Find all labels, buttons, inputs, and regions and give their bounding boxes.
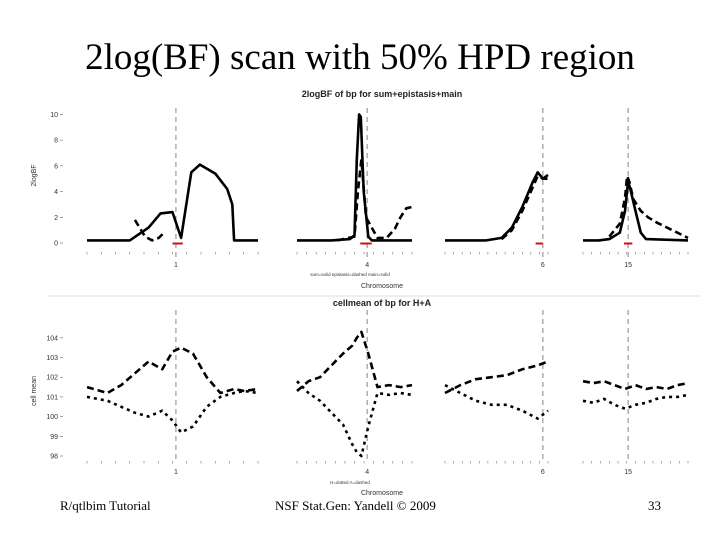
panel1-ytick-2: 4	[54, 189, 58, 196]
panel2-ytick-1: 99	[50, 434, 58, 441]
panel2-chr-label-1: 1	[174, 469, 178, 476]
panel2-series-dotted-chr3	[444, 383, 549, 420]
panel2-series-dotted-chr1	[86, 389, 259, 434]
footer-center: NSF Stat.Gen: Yandell © 2009	[275, 498, 436, 513]
panel1-series-solid-chr2	[297, 113, 412, 242]
panel1-xlabel: Chromosome	[361, 283, 403, 290]
panel1-ytick-1: 2	[54, 215, 58, 222]
panel1-ytick-3: 6	[54, 163, 58, 170]
panel1-series-solid-chr1	[87, 163, 258, 242]
panel2-series-dotted-chr2	[296, 380, 413, 458]
footer-page-number: 33	[648, 498, 661, 513]
panel2-series-dashed-chr4	[582, 379, 689, 391]
panel2-ylabel: cell mean	[31, 376, 38, 406]
panel2-chr-label-2: 4	[365, 469, 369, 476]
panel2-title: cellmean of bp for H+A	[333, 298, 432, 308]
panel1-legend-text: sum=solid epistasis=dashed main=solid	[310, 272, 390, 277]
panel1-chr-label-3: 6	[541, 262, 545, 269]
panel1-ytick-5: 10	[50, 112, 58, 119]
panel1-series-dashed-chr3	[500, 174, 548, 241]
panel1-series-dashed-chr1	[133, 219, 165, 242]
slide-title: 2log(BF) scan with 50% HPD region	[85, 37, 635, 78]
panel1-series-dashed-chr2	[337, 158, 413, 242]
panel2-series-dashed-chr1	[86, 346, 259, 395]
panel1-title: 2logBF of bp for sum+epistasis+main	[302, 89, 463, 99]
panel2-legend-text: H=dotted A=dashed	[330, 480, 370, 485]
panel2-series-dashed-chr2	[296, 330, 413, 392]
panel2-xlabel: Chromosome	[361, 490, 403, 497]
panel1-ylabel: 2logBF	[31, 164, 38, 186]
panel2-chr-label-4: 15	[624, 469, 632, 476]
panel2-chr-label-3: 6	[541, 469, 545, 476]
panel1-ytick-4: 8	[54, 138, 58, 145]
footer-left: R/qtlbim Tutorial	[60, 498, 151, 513]
panel1-chr-label-4: 15	[624, 262, 632, 269]
panel1-ytick-0: 0	[54, 241, 58, 248]
panel1-series-solid-chr3	[445, 171, 549, 242]
panel1-series-dashed-chr4	[608, 174, 689, 240]
panel2-series-dashed-chr3	[444, 360, 549, 395]
panel2-ytick-3: 101	[46, 394, 58, 401]
panel2-ytick-2: 100	[46, 414, 58, 421]
panel2-ytick-0: 98	[50, 454, 58, 461]
panel2-ytick-5: 103	[46, 355, 58, 362]
panel1-chr-label-1: 1	[174, 262, 178, 269]
panel1-series-solid-chr4	[583, 180, 689, 242]
panel1-chr-label-2: 4	[365, 262, 369, 269]
panel2-series-dotted-chr4	[582, 393, 689, 411]
panel2-ytick-4: 102	[46, 375, 58, 382]
panel2-ytick-6: 104	[46, 335, 58, 342]
